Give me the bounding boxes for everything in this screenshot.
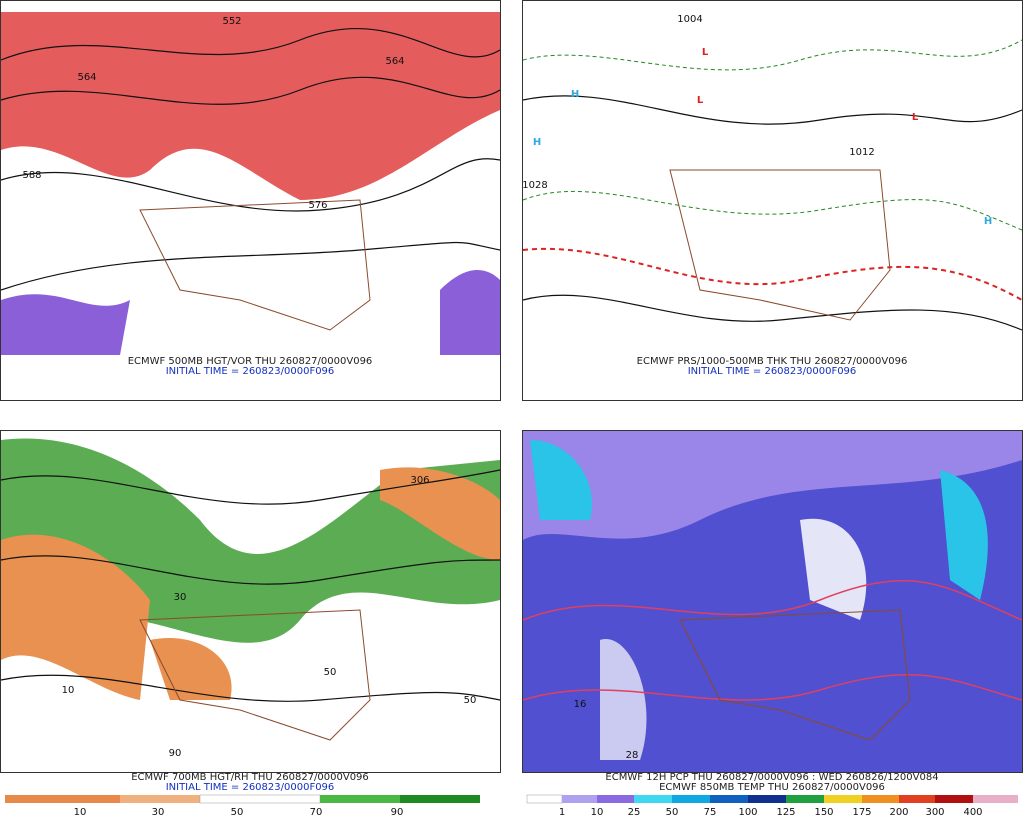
contour-label: 10 <box>62 685 75 696</box>
initial-time: INITIAL TIME = 260823/0000F096 <box>166 782 335 793</box>
colorbar-label: 150 <box>814 807 833 818</box>
colorbar-label: 400 <box>963 807 982 818</box>
contour-label: 588 <box>22 170 41 181</box>
colorbar-label: 1 <box>559 807 565 818</box>
colorbar-label: 30 <box>152 807 165 818</box>
contour-label: 564 <box>77 72 96 83</box>
contour-label: L <box>702 47 709 58</box>
colorbar-label: 25 <box>628 807 641 818</box>
colorbar-label: 50 <box>666 807 679 818</box>
map-precip <box>522 431 1023 760</box>
colorbar-label: 125 <box>776 807 795 818</box>
contour-label: 1012 <box>849 147 874 158</box>
contour-label: 306 <box>410 475 429 486</box>
colorbar-label: 300 <box>925 807 944 818</box>
contour-label: 16 <box>574 699 587 710</box>
colorbar-label: 50 <box>231 807 244 818</box>
initial-time: INITIAL TIME = 260823/0000F096 <box>166 366 335 377</box>
contour-label: 552 <box>222 16 241 27</box>
colorbar-rh <box>5 794 480 804</box>
colorbar-label: 175 <box>852 807 871 818</box>
initial-time: ECMWF 850MB TEMP THU 260827/0000V096 <box>659 782 885 793</box>
contour-label: H <box>984 216 992 227</box>
map-caption: ECMWF 12H PCP THU 260827/0000V096 : WED … <box>605 772 938 783</box>
panel-frame <box>522 0 1023 401</box>
colorbar-label: 10 <box>591 807 604 818</box>
colorbar-label: 70 <box>310 807 323 818</box>
map-700mb <box>0 438 501 741</box>
colorbar-label: 10 <box>74 807 87 818</box>
contour-label: 576 <box>308 200 327 211</box>
contour-label: 50 <box>324 667 337 678</box>
map-caption: ECMWF PRS/1000-500MB THK THU 260827/0000… <box>637 356 908 367</box>
initial-time: INITIAL TIME = 260823/0000F096 <box>688 366 857 377</box>
colorbar-label: 75 <box>704 807 717 818</box>
contour-label: H <box>571 89 579 100</box>
colorbar-label: 90 <box>391 807 404 818</box>
contour-label: 50 <box>464 695 477 706</box>
contour-label: L <box>912 112 919 123</box>
map-pressure <box>522 39 1023 331</box>
colorbar-pcp <box>526 794 1018 804</box>
colorbar-label: 100 <box>738 807 757 818</box>
contour-label: 1004 <box>677 14 702 25</box>
colorbar-label: 200 <box>889 807 908 818</box>
contour-label: 564 <box>385 56 404 67</box>
contour-label: 30 <box>174 592 187 603</box>
map-caption: ECMWF 500MB HGT/VOR THU 260827/0000V096 <box>128 356 373 367</box>
contour-label: 28 <box>626 750 639 761</box>
map-caption: ECMWF 700MB HGT/RH THU 260827/0000V096 <box>131 772 369 783</box>
contour-label: L <box>697 95 704 106</box>
contour-label: 90 <box>169 748 182 759</box>
contour-label: 1028 <box>522 180 547 191</box>
map-500mb <box>0 12 501 355</box>
contour-label: H <box>533 137 541 148</box>
